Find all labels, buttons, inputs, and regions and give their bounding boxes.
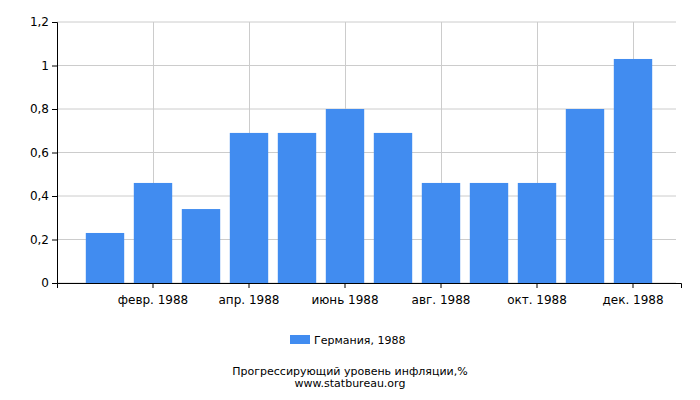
bar — [374, 133, 412, 283]
tick: июнь 1988 — [311, 283, 378, 307]
bar — [86, 233, 124, 283]
tick-label: февр. 1988 — [118, 293, 189, 307]
tick-label: 0,6 — [30, 146, 49, 160]
tick-label: 1,2 — [30, 15, 49, 29]
tick-mark — [441, 283, 442, 288]
tick-label: окт. 1988 — [507, 293, 567, 307]
tick: 0,2 — [30, 233, 57, 247]
chart: 0 0,2 0,4 0,6 0,8 1 1,2 февр. 1988 апр. 1988 июнь… — [0, 0, 700, 400]
bar — [614, 59, 652, 283]
bar — [470, 183, 508, 283]
tick-label: авг. 1988 — [412, 293, 471, 307]
tick-mark — [52, 109, 57, 110]
bar — [518, 183, 556, 283]
tick-label: дек. 1988 — [602, 293, 663, 307]
tick: февр. 1988 — [118, 283, 189, 307]
subtitle: www.statbureau.org — [295, 377, 406, 390]
tick-label: апр. 1988 — [219, 293, 280, 307]
x-axis: февр. 1988 апр. 1988 июнь 1988 авг. 1988 окт… — [58, 283, 682, 307]
legend: Германия, 1988 — [290, 334, 405, 347]
tick: 0,8 — [30, 102, 57, 116]
y-axis: 0 0,2 0,4 0,6 0,8 1 1,2 — [30, 15, 58, 290]
tick-label: июнь 1988 — [311, 293, 378, 307]
axis-line — [58, 284, 682, 289]
bar — [566, 109, 604, 283]
tick: 0,4 — [30, 189, 57, 203]
tick-label: 0,8 — [30, 102, 49, 116]
bar — [326, 109, 364, 283]
tick-mark — [52, 153, 57, 154]
tick-mark — [52, 66, 57, 67]
bars — [86, 59, 652, 283]
tick-mark — [52, 196, 57, 197]
tick-mark — [633, 283, 634, 288]
grid-line — [57, 65, 676, 66]
legend-swatch — [290, 335, 310, 344]
tick-mark — [345, 283, 346, 288]
tick-mark — [52, 22, 57, 23]
grid-line — [57, 22, 676, 23]
tick-label: 0,2 — [30, 233, 49, 247]
tick: авг. 1988 — [412, 283, 471, 307]
tick: 0,6 — [30, 146, 57, 160]
tick-label: 0,4 — [30, 189, 49, 203]
bar — [230, 133, 268, 283]
tick-mark — [249, 283, 250, 288]
tick-mark — [153, 283, 154, 288]
tick: апр. 1988 — [219, 283, 280, 307]
tick-mark — [52, 283, 57, 284]
tick: 1 — [41, 59, 57, 73]
tick: 1,2 — [30, 15, 57, 29]
bar — [182, 209, 220, 283]
tick-label: 1 — [41, 59, 49, 73]
tick-mark — [537, 283, 538, 288]
tick: 0 — [41, 276, 57, 290]
tick-mark — [52, 240, 57, 241]
bar — [422, 183, 460, 283]
bar — [278, 133, 316, 283]
legend-label: Германия, 1988 — [314, 334, 405, 347]
grid — [57, 22, 676, 283]
axis-line — [52, 23, 58, 284]
tick: дек. 1988 — [602, 283, 663, 307]
bar — [134, 183, 172, 283]
tick-label: 0 — [41, 276, 49, 290]
tick: окт. 1988 — [507, 283, 567, 307]
